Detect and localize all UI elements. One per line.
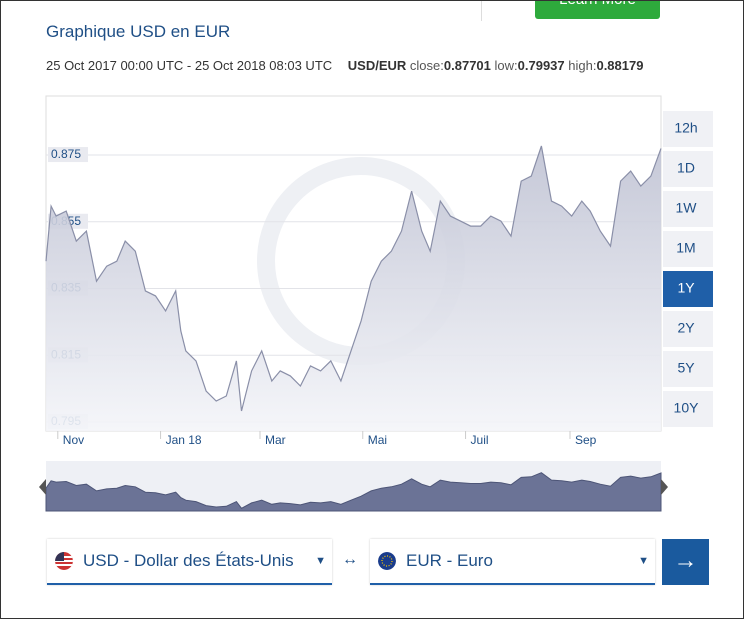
x-tick-label: Sep [575,433,597,447]
range-button[interactable] [663,151,713,187]
high: 0.88179 [596,58,644,73]
x-tick-label: Mar [265,433,286,447]
swap-icon[interactable]: ↔ [342,551,358,568]
x-tick-label: Nov [63,433,84,447]
navigator-area [45,472,662,512]
from-currency: USD - Dollar des États-Unis [83,551,294,570]
y-tick-box [48,147,88,163]
nav-handle[interactable] [39,479,46,495]
range-label: 12h [674,120,697,136]
to-select[interactable]: EUR - Euro ▼ [370,539,655,585]
date-range: 25 Oct 2017 00:00 UTC - 25 Oct 2018 08:0… [46,58,333,73]
range-button[interactable] [663,231,713,267]
x-tick-label: Mai [368,433,387,447]
range-label: 5Y [677,360,695,376]
low-label: low: [494,58,518,73]
low: 0.79937 [517,58,565,73]
high-label: high: [568,58,597,73]
learn-more-button[interactable]: Learn More [535,1,660,19]
range-label: 10Y [674,400,700,416]
range-label: 1W [676,200,698,216]
range-label: 1M [676,240,695,256]
title: Graphique USD en EUR [46,22,231,41]
divider [481,1,482,21]
range-button[interactable] [663,391,713,427]
pair: USD/EUR [347,58,407,73]
y-tick-label: 0.875 [51,147,81,161]
range-label: 1Y [677,280,695,296]
x-tick-label: Jan 18 [166,433,202,447]
eu-flag [378,552,396,570]
range-button[interactable] [663,311,713,347]
nav-handle[interactable] [661,479,668,495]
range-button[interactable] [663,111,713,147]
range-button[interactable] [663,271,713,307]
us-flag [55,552,73,570]
range-button[interactable] [663,351,713,387]
area [46,146,661,431]
info-line: 25 Oct 2017 00:00 UTC - 25 Oct 2018 08:0… [46,58,643,73]
to-currency: EUR - Euro [406,551,493,570]
from-select[interactable]: USD - Dollar des États-Unis ▼ [47,539,332,585]
convert-button[interactable]: → [662,539,709,585]
range-label: 1D [677,160,695,176]
close-label: close: [409,58,444,73]
x-tick-label: Juil [471,433,489,447]
range-label: 2Y [677,320,695,336]
range-button[interactable] [663,191,713,227]
close: 0.87701 [443,58,491,73]
line [45,145,662,412]
